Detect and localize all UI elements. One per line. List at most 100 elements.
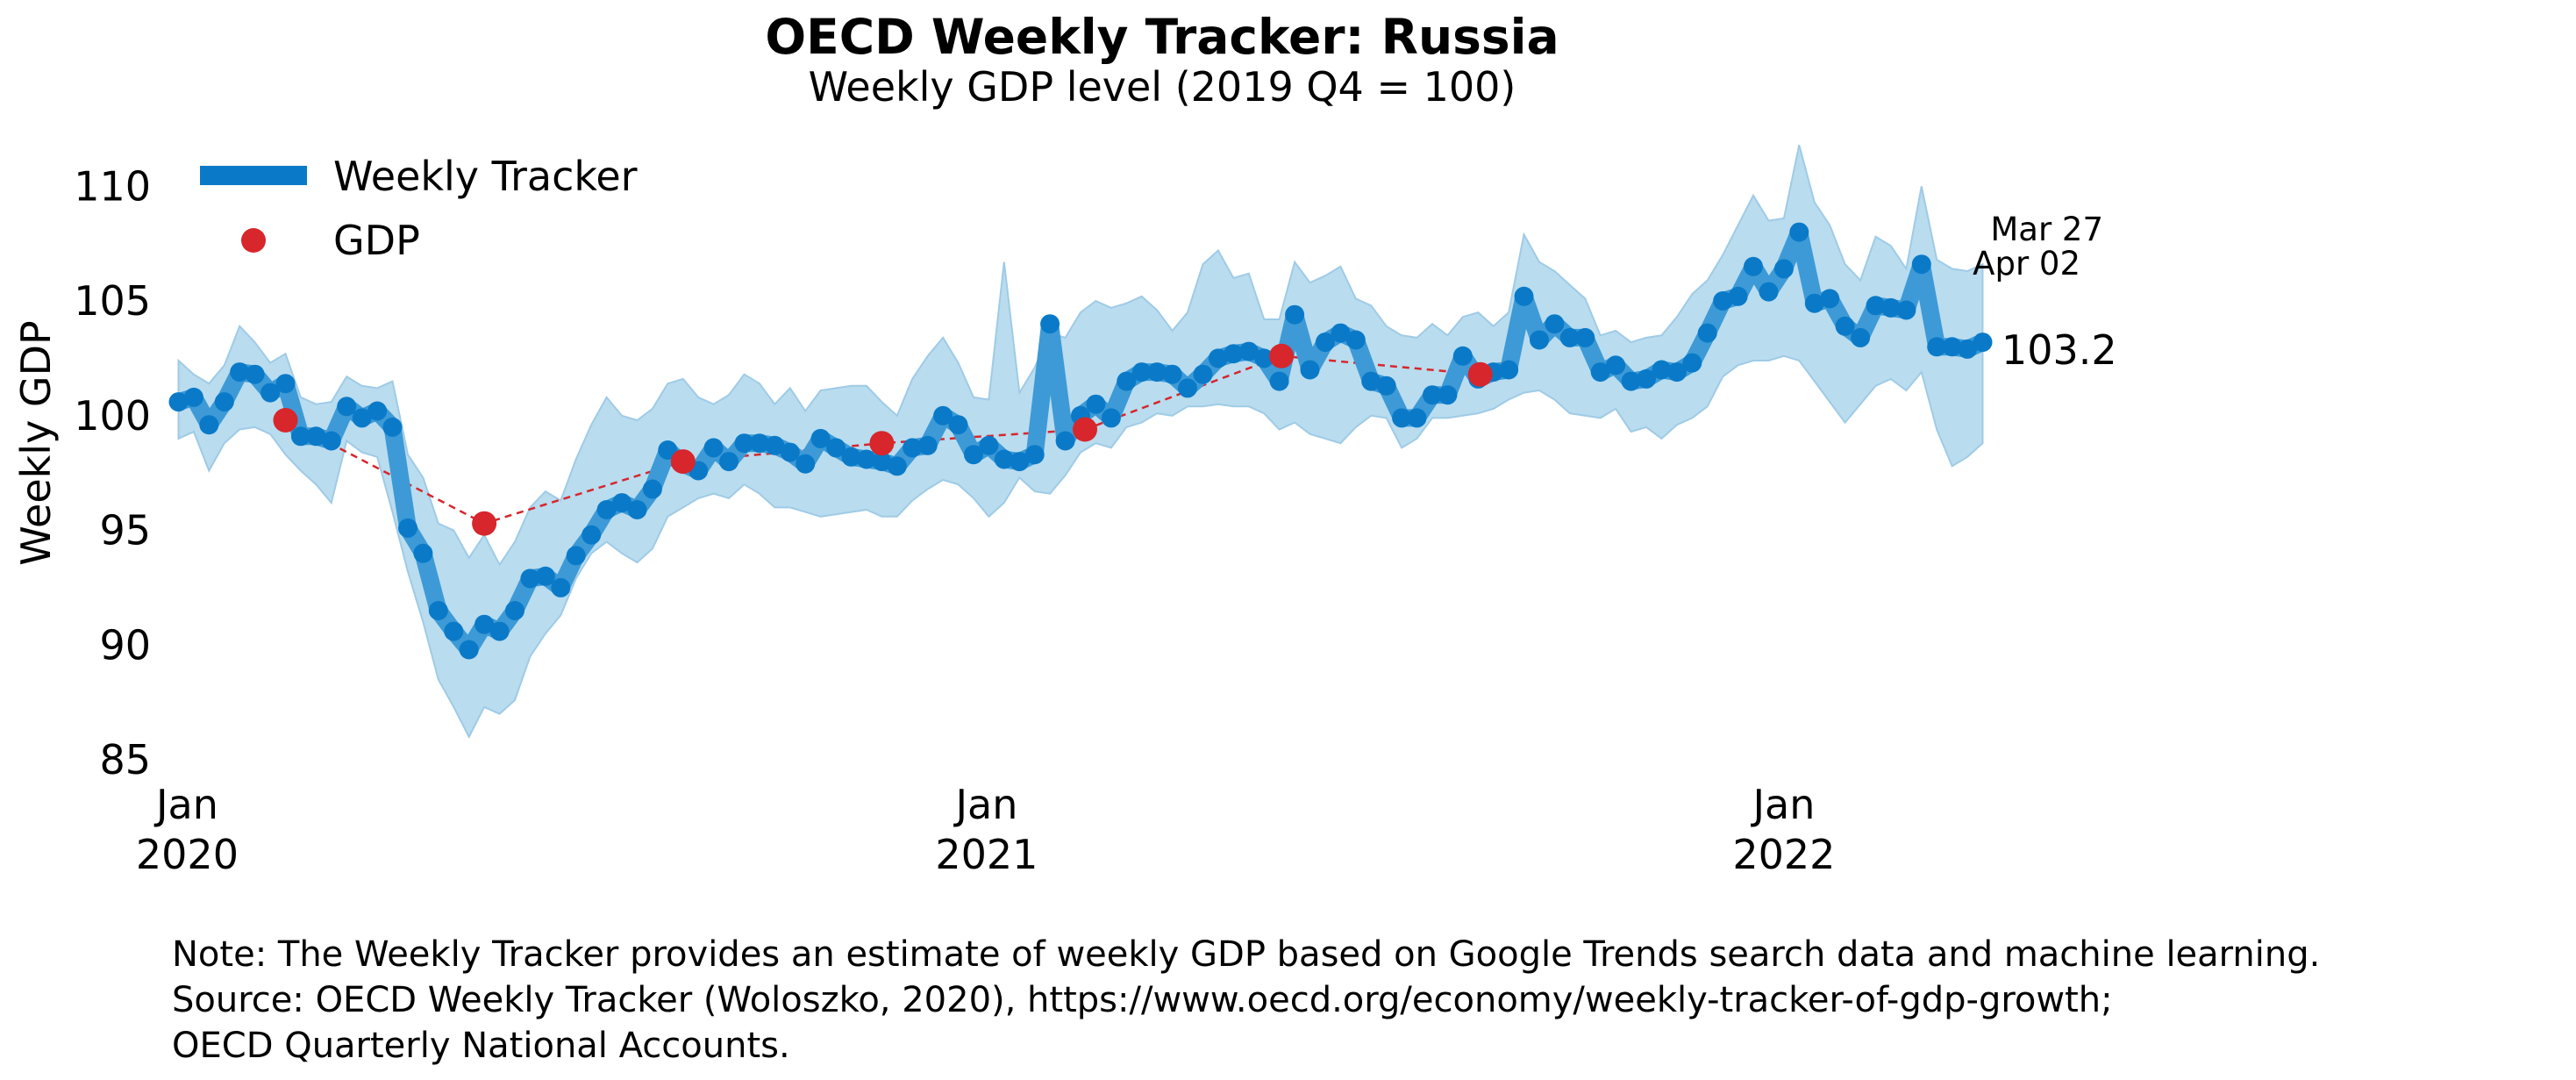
weekly-tracker-point [199, 415, 219, 435]
weekly-tracker-point [535, 566, 555, 586]
weekly-tracker-point [1208, 348, 1228, 368]
date-annotation-line1: Mar 27 [1990, 211, 2103, 248]
weekly-tracker-point [856, 449, 876, 469]
gdp-point [1073, 417, 1097, 442]
weekly-tracker-point [1804, 293, 1824, 313]
weekly-tracker-point [749, 433, 769, 454]
weekly-tracker-point [933, 405, 953, 426]
legend-label-gdp: GDP [333, 217, 420, 264]
weekly-tracker-point [703, 438, 724, 458]
weekly-tracker-point [642, 479, 662, 499]
weekly-tracker-point [826, 438, 846, 458]
weekly-tracker-point [1559, 327, 1580, 347]
weekly-tracker-point [1927, 337, 1947, 357]
weekly-tracker-point [306, 426, 326, 447]
weekly-tracker-point [765, 435, 785, 455]
weekly-tracker-point [948, 415, 968, 435]
weekly-tracker-point [1024, 445, 1045, 465]
y-tick-label: 110 [74, 162, 151, 210]
weekly-tracker-point [1820, 289, 1840, 309]
weekly-tracker-point [734, 433, 754, 454]
weekly-tracker-point [1254, 348, 1274, 368]
gdp-point [869, 431, 895, 456]
y-tick-label: 100 [74, 392, 151, 440]
weekly-tracker-point [1545, 314, 1565, 334]
weekly-tracker-point [230, 362, 250, 383]
weekly-tracker-point [551, 577, 571, 597]
weekly-tracker-point [1590, 362, 1610, 383]
weekly-tracker-point [1866, 296, 1886, 316]
weekly-tracker-point [475, 614, 495, 634]
y-tick-label: 105 [74, 277, 151, 325]
source-line-continued: OECD Quarterly National Accounts. [172, 1026, 790, 1066]
weekly-tracker-point [1851, 327, 1871, 347]
weekly-tracker-point [994, 449, 1014, 469]
weekly-tracker-point [183, 387, 203, 407]
weekly-tracker-point [1178, 378, 1197, 398]
weekly-tracker-point [1942, 337, 1962, 357]
weekly-tracker-point [1958, 339, 1978, 359]
weekly-tracker-point [1621, 371, 1641, 391]
date-annotation-line2: Apr 02 [1973, 245, 2080, 283]
weekly-tracker-point [1269, 371, 1289, 391]
weekly-tracker-point [810, 428, 831, 448]
x-tick-label-year: 2022 [1732, 831, 1835, 878]
legend: Weekly Tracker GDP [200, 153, 638, 264]
weekly-tracker-point [1880, 297, 1901, 318]
weekly-tracker-point [168, 392, 189, 412]
weekly-tracker-point [444, 621, 464, 641]
weekly-tracker-point [887, 456, 907, 476]
weekly-tracker-point [903, 438, 923, 458]
footnotes: Note: The Weekly Tracker provides an est… [172, 932, 2320, 1069]
weekly-tracker-point [1713, 291, 1733, 311]
chart-title: OECD Weekly Tracker: Russia [765, 9, 1559, 65]
weekly-tracker-point [367, 401, 388, 421]
weekly-tracker-point [352, 408, 372, 428]
weekly-tracker-point [1575, 327, 1595, 347]
weekly-tracker-point [1973, 333, 1993, 353]
weekly-tracker-point [382, 417, 403, 437]
gdp-point [273, 408, 298, 433]
weekly-tracker-point [1224, 344, 1244, 364]
note-line: Note: The Weekly Tracker provides an est… [172, 934, 2321, 975]
weekly-tracker-point [290, 426, 310, 447]
y-axis-label: Weekly GDP [12, 320, 60, 565]
weekly-tracker-point [1452, 346, 1473, 366]
weekly-tracker-point [658, 440, 678, 460]
weekly-tracker-point [1407, 408, 1427, 428]
weekly-tracker-point [1300, 360, 1320, 380]
weekly-tracker-point [1423, 385, 1442, 405]
weekly-tracker-point [1010, 452, 1030, 472]
weekly-tracker-point [612, 493, 632, 513]
weekly-tracker-point [489, 621, 510, 641]
y-tick-label: 90 [99, 621, 151, 669]
y-tick-label: 85 [99, 736, 151, 783]
weekly-tracker-point [1530, 330, 1549, 350]
weekly-tracker-point [214, 392, 234, 412]
weekly-tracker-point [1728, 286, 1748, 306]
weekly-tracker-point [1193, 364, 1213, 384]
weekly-tracker-point [1361, 371, 1381, 391]
weekly-tracker-point [1147, 362, 1167, 383]
weekly-tracker-point [245, 364, 265, 384]
weekly-tracker-point [1345, 330, 1366, 350]
legend-swatch-weekly-tracker [200, 166, 307, 185]
weekly-tracker-point [566, 546, 586, 566]
weekly-tracker-point [872, 452, 892, 472]
weekly-tracker-point [1759, 282, 1779, 302]
weekly-tracker-point [1040, 314, 1060, 334]
weekly-tracker-point [917, 435, 938, 455]
weekly-tracker-points [168, 222, 1993, 660]
weekly-tracker-point [1376, 375, 1396, 396]
weekly-tracker-point [780, 442, 800, 462]
x-tick-label-month: Jan [153, 781, 218, 828]
weekly-tracker-point [1682, 353, 1702, 373]
weekly-tracker-point [1637, 368, 1656, 389]
weekly-tracker-point [398, 518, 417, 538]
chart-subtitle: Weekly GDP level (2019 Q4 = 100) [808, 63, 1516, 111]
gdp-point [1269, 343, 1295, 368]
weekly-tracker-point [1285, 304, 1305, 325]
weekly-tracker-point [505, 601, 524, 620]
